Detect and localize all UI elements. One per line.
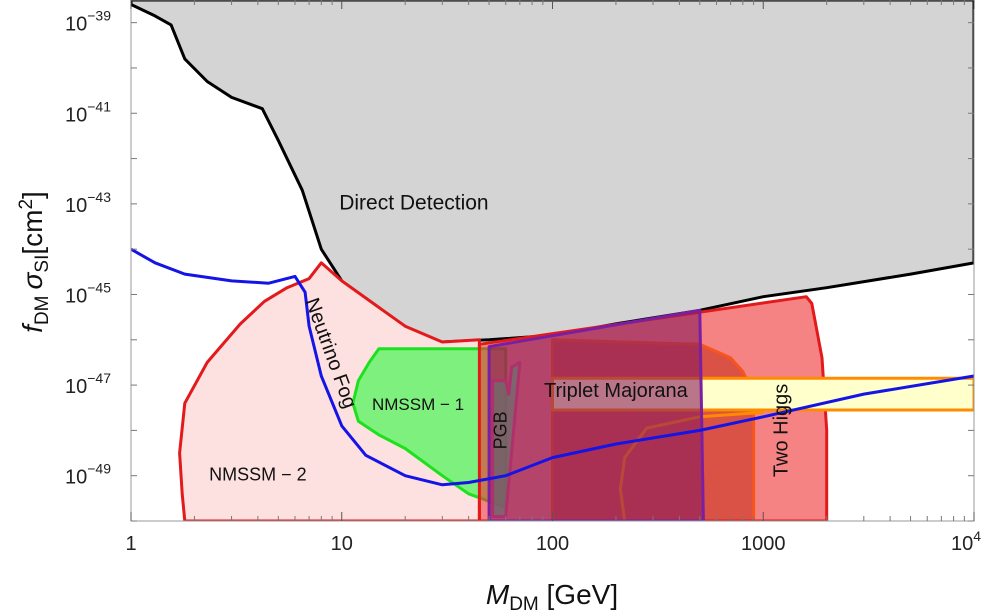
plot-regions: [131, 0, 974, 521]
x-axis-label: MDM [GeV]: [486, 579, 618, 614]
y-tick-label: 10−43: [65, 189, 111, 217]
y-axis-ticks: 10−39 10−41 10−43 10−45 10−47 10−49: [65, 8, 974, 522]
plot-lines: [131, 247, 974, 487]
y-axis-label: fDMσSI[cm2]: [16, 191, 53, 333]
x-tick-label: 10: [331, 533, 353, 555]
label-nmssm-2: NMSSM − 2: [209, 464, 307, 484]
x-tick-label: 1: [125, 533, 136, 555]
x-tick-label: 100: [536, 533, 569, 555]
y-tick-label: 10−41: [65, 98, 111, 126]
label-direct-detection: Direct Detection: [339, 191, 488, 214]
y-tick-label: 10−45: [65, 279, 111, 307]
y-tick-label: 10−49: [65, 461, 111, 489]
x-tick-label: 104: [951, 528, 981, 555]
region-direct-detection: [131, 0, 974, 344]
line-neutrino-fog: [131, 247, 974, 487]
region-scalar-singlet: [487, 308, 705, 521]
y-tick-label: 10−47: [65, 370, 111, 398]
label-triplet-majorana: Triplet Majorana: [544, 380, 689, 402]
label-two-higgs: Two Higgs: [770, 384, 792, 477]
label-pgb: PGB: [491, 411, 511, 449]
x-tick-label: 1000: [741, 533, 786, 555]
label-nmssm-1: NMSSM − 1: [372, 395, 464, 414]
y-tick-label: 10−39: [65, 8, 111, 36]
x-axis-ticks: 1 10 100 1000 104: [125, 0, 981, 555]
